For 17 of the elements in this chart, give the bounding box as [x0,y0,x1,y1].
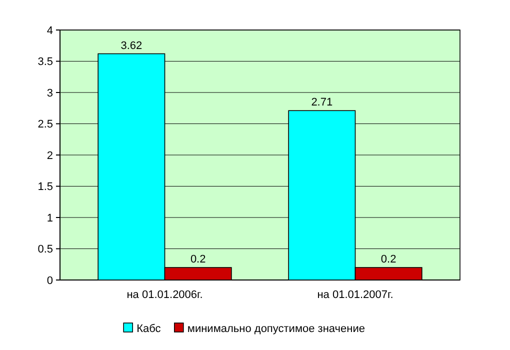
x-tick-label: на 01.01.2007г. [317,289,394,301]
legend-label: минимально допустимое значение [187,322,365,335]
x-tick-label: на 01.01.2006г. [126,289,203,301]
y-tick-label: 2.5 [38,118,53,131]
y-tick-label: 3.5 [38,56,53,68]
y-tick-label: 2 [46,150,53,162]
y-tick-label: 3 [46,87,53,100]
y-tick-label: 0 [46,274,53,287]
data-label: 0.2 [190,254,206,266]
data-label: 0.2 [380,254,396,266]
data-label: 2.71 [311,96,333,109]
legend-label: Кабс [136,322,162,335]
y-tick-label: 0.5 [38,244,53,256]
y-tick-label: 1.5 [38,181,53,194]
y-tick-label: 1 [46,212,53,224]
y-tick-label: 4 [46,24,53,37]
data-label: 3.62 [120,40,142,52]
